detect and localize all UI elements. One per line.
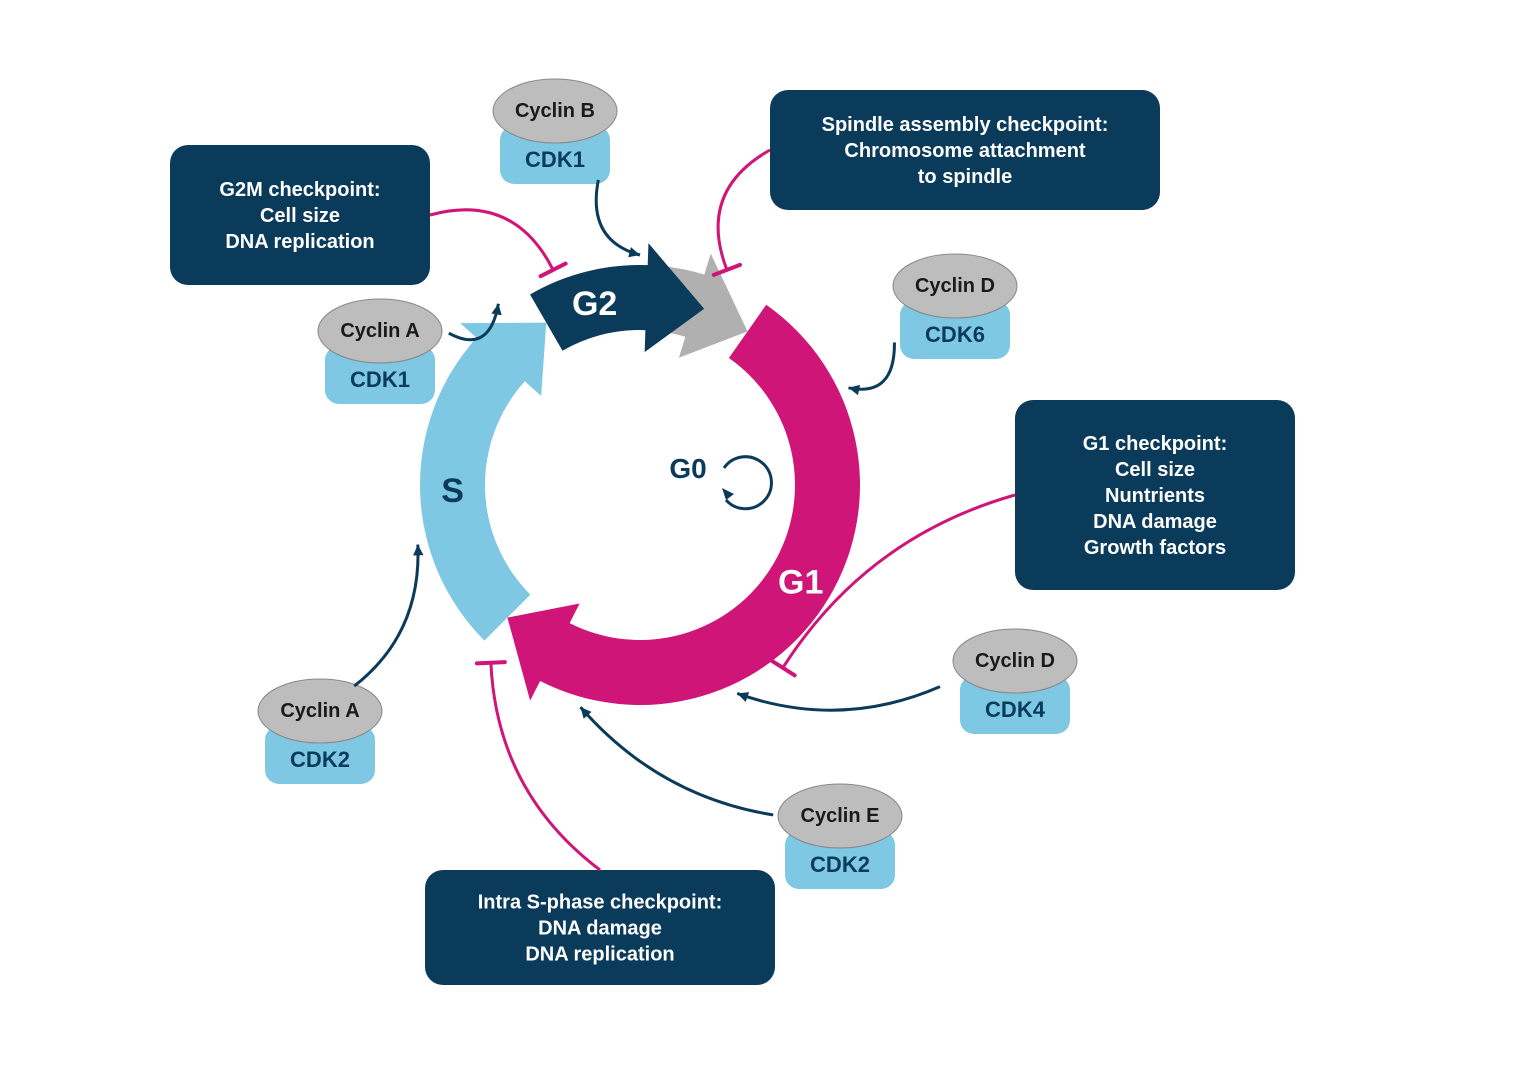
activation-arrow: [737, 687, 940, 711]
checkpoint-line: DNA replication: [225, 231, 374, 253]
cdk-label: CDK4: [985, 697, 1046, 722]
checkpoint-line: Cell size: [1115, 459, 1195, 481]
activation-arrowhead: [737, 692, 749, 702]
activation-arrow: [848, 342, 894, 389]
g0-arrowhead: [722, 488, 734, 500]
cdk-label: CDK2: [290, 747, 350, 772]
checkpoint-line: DNA damage: [1093, 511, 1217, 533]
activation-arrowhead: [848, 385, 860, 395]
inhibition-tbar: [771, 660, 795, 675]
checkpoint-title: G2M checkpoint:: [219, 179, 380, 201]
checkpoint-line: Chromosome attachment: [844, 140, 1085, 162]
checkpoint-title: G1 checkpoint:: [1083, 433, 1227, 455]
checkpoint-title: Spindle assembly checkpoint:: [822, 114, 1109, 136]
phase-label-G2: G2: [572, 285, 617, 323]
cyclinA-cdk2: Cyclin A CDK2: [258, 545, 424, 784]
checkpoint-title: Intra S-phase checkpoint:: [478, 892, 723, 914]
cyclin-label: Cyclin E: [801, 805, 880, 827]
checkpoint-line: Nuntrients: [1105, 485, 1205, 507]
cyclin-label: Cyclin B: [515, 100, 595, 122]
cdk-label: CDK6: [925, 322, 985, 347]
inhibition-tbar: [477, 662, 505, 663]
cyclin-label: Cyclin A: [280, 700, 359, 722]
activation-arrowhead: [491, 304, 501, 316]
g0-arrow: [724, 457, 771, 509]
cyclin-label: Cyclin A: [340, 320, 419, 342]
cyclinB-cdk1: Cyclin B CDK1: [493, 79, 640, 257]
checkpoint-line: Growth factors: [1084, 537, 1226, 559]
checkpoint-line: Cell size: [260, 205, 340, 227]
cyclinD-cdk6: Cyclin D CDK6: [848, 254, 1017, 395]
cyclin-label: Cyclin D: [975, 650, 1055, 672]
phase-arc-S: [420, 323, 546, 641]
inhibition-line: [430, 210, 553, 270]
intra-s-checkpoint: Intra S-phase checkpoint: DNA damage DNA r…: [425, 662, 775, 985]
phase-label-G1: G1: [778, 564, 823, 602]
cdk-label: CDK1: [350, 367, 410, 392]
checkpoint-line: to spindle: [918, 166, 1012, 188]
activation-arrow: [580, 707, 773, 815]
cyclin-label: Cyclin D: [915, 275, 995, 297]
checkpoint-line: DNA replication: [525, 944, 674, 966]
cdk-label: CDK2: [810, 852, 870, 877]
inhibition-tbar: [541, 264, 566, 277]
activation-arrow: [354, 545, 418, 687]
cdk-label: CDK1: [525, 147, 585, 172]
activation-arrowhead: [413, 545, 423, 556]
g0-label: G0: [669, 453, 706, 484]
inhibition-line: [718, 150, 770, 270]
checkpoint-line: DNA damage: [538, 918, 662, 940]
phase-arc-G1: [507, 305, 860, 705]
cyclinE-cdk2: Cyclin E CDK2: [580, 707, 902, 889]
phase-label-S: S: [441, 472, 464, 510]
activation-arrow: [596, 180, 640, 255]
sac-checkpoint: Spindle assembly checkpoint: Chromosome a…: [714, 90, 1160, 275]
cell-cycle-diagram: MG1SG2G0Cyclin BCDK1Cyclin DCDK6Cyclin D…: [0, 0, 1527, 1080]
